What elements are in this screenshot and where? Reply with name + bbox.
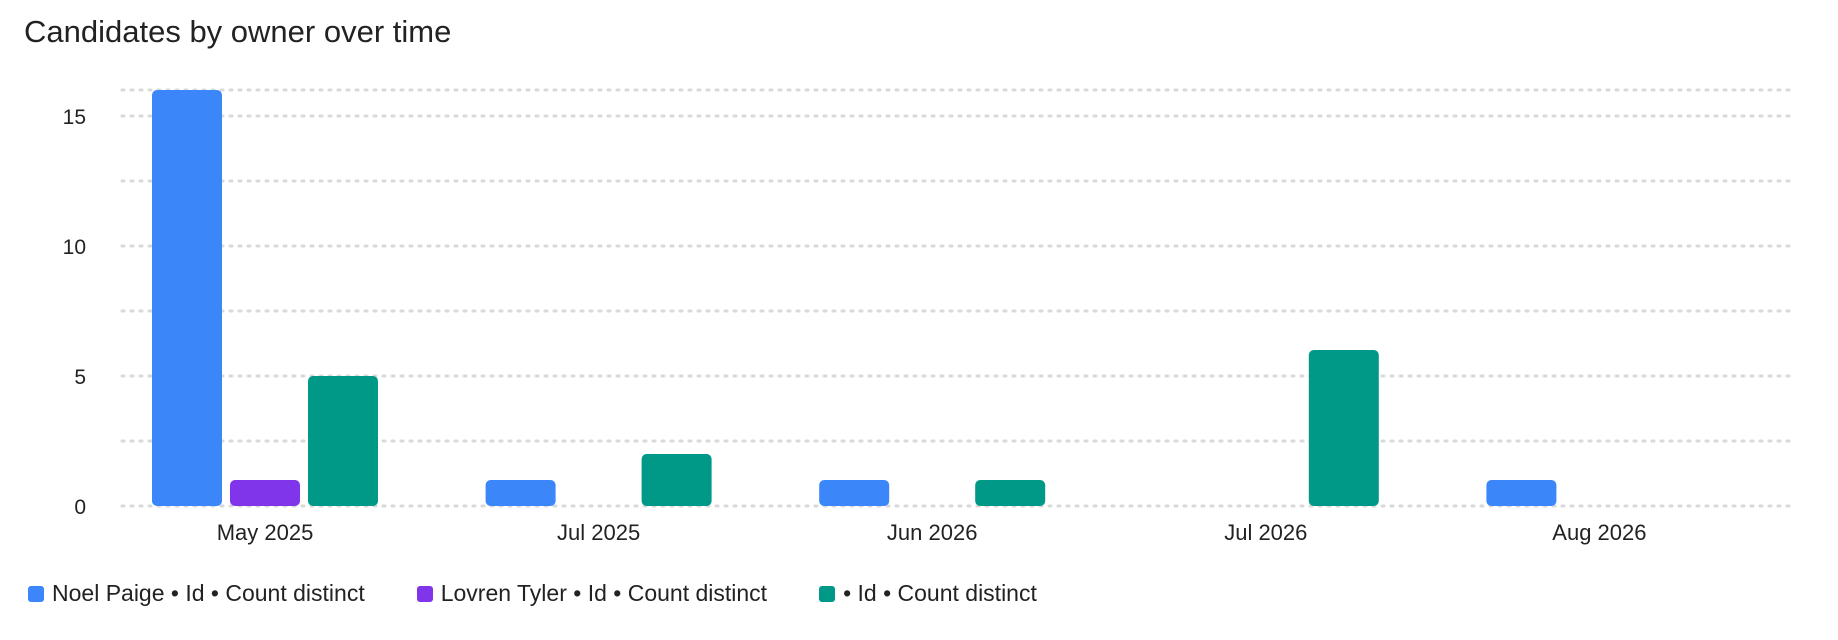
bar-1	[485, 480, 556, 506]
legend-swatch	[28, 585, 44, 602]
bar-1	[819, 480, 890, 506]
bars	[152, 90, 1557, 506]
bar-3	[975, 480, 1046, 506]
y-axis: 0 5 10 15	[63, 106, 86, 519]
legend-item-1[interactable]: Noel Paige • Id • Count distinct	[28, 580, 365, 607]
legend-swatch	[819, 585, 836, 602]
legend-item-2[interactable]: Lovren Tyler • Id • Count distinct	[416, 580, 768, 607]
bar-3	[1308, 350, 1379, 506]
legend-item-3[interactable]: • Id • Count distinct	[819, 580, 1037, 607]
x-tick-label: Jun 2026	[887, 520, 978, 545]
x-tick-label: Jul 2026	[1224, 520, 1307, 545]
y-tick-label: 10	[63, 236, 86, 259]
y-tick-label: 0	[74, 496, 86, 519]
bar-1	[152, 90, 222, 506]
chart-legend: Noel Paige • Id • Count distinct Lovren T…	[28, 580, 1037, 607]
chart-title: Candidates by owner over time	[24, 14, 452, 49]
bar-3	[308, 376, 378, 506]
x-tick-label: Jul 2025	[557, 520, 640, 545]
legend-label: Lovren Tyler • Id • Count distinct	[440, 580, 768, 606]
y-tick-label: 5	[74, 366, 86, 389]
legend-label: • Id • Count distinct	[843, 580, 1037, 606]
x-tick-label: May 2025	[217, 520, 314, 545]
legend-label: Noel Paige • Id • Count distinct	[52, 580, 365, 606]
gridlines	[120, 88, 1792, 508]
y-tick-label: 15	[63, 106, 86, 129]
bar-2	[230, 480, 300, 506]
legend-swatch	[416, 585, 433, 602]
bar-3	[641, 454, 712, 506]
bar-1	[1486, 480, 1557, 506]
x-tick-label: Aug 2026	[1552, 520, 1646, 545]
bar-chart: 0 5 10 15 May 2025 Jul 2025 Jun 2026 Jul 2026 Au…	[63, 88, 1792, 545]
